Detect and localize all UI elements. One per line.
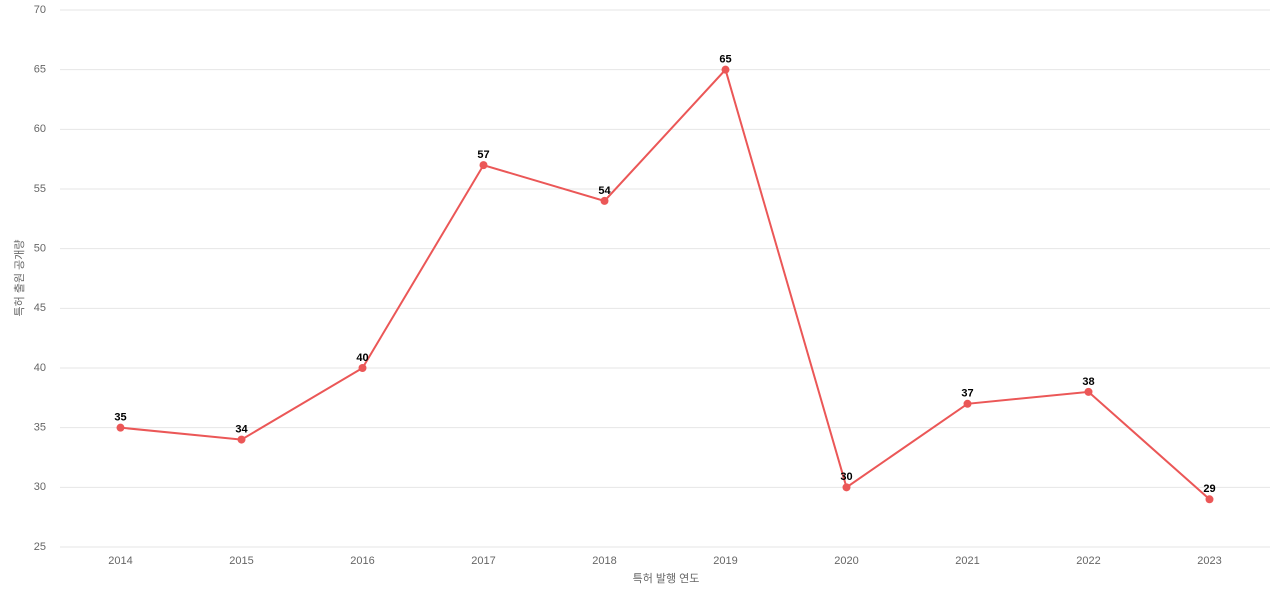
point xyxy=(116,423,125,432)
point xyxy=(721,65,730,74)
y-tick-label: 55 xyxy=(34,183,46,195)
x-tick-label: 2018 xyxy=(592,555,616,567)
y-axis-title: 특허 출원 공개량 xyxy=(13,240,26,317)
x-axis-title: 특허 발행 연도 xyxy=(633,572,700,585)
point xyxy=(479,161,488,170)
y-tick-label: 50 xyxy=(34,243,46,255)
value-label: 38 xyxy=(1082,376,1094,388)
point xyxy=(358,364,367,372)
value-label: 35 xyxy=(114,412,126,424)
point xyxy=(1205,495,1214,504)
x-tick-label: 2021 xyxy=(955,555,979,567)
value-label: 65 xyxy=(719,54,731,66)
value-label: 57 xyxy=(477,149,489,161)
y-tick-label: 40 xyxy=(34,362,46,374)
value-label: 30 xyxy=(840,471,852,483)
y-tick-label: 25 xyxy=(34,541,46,553)
x-tick-label: 2019 xyxy=(713,555,737,567)
x-tick-label: 2014 xyxy=(108,555,132,567)
value-label: 29 xyxy=(1203,483,1215,495)
y-tick-label: 70 xyxy=(34,4,46,16)
y-tick-label: 60 xyxy=(34,123,46,135)
line xyxy=(120,67,1211,501)
x-tick-label: 2023 xyxy=(1197,555,1221,567)
y-tick-label: 35 xyxy=(34,422,46,434)
point xyxy=(600,196,609,205)
y-tick-label: 45 xyxy=(34,302,46,314)
x-tick-label: 2016 xyxy=(350,555,374,567)
y-tick-label: 30 xyxy=(34,481,46,493)
x-tick-label: 2022 xyxy=(1076,555,1100,567)
value-label: 37 xyxy=(961,388,973,400)
value-label: 54 xyxy=(598,185,611,197)
point xyxy=(842,483,851,492)
point xyxy=(237,435,246,444)
value-label: 34 xyxy=(235,424,248,436)
y-tick-label: 65 xyxy=(34,64,46,76)
point xyxy=(963,399,972,408)
point xyxy=(1084,387,1093,396)
x-tick-label: 2017 xyxy=(471,555,495,567)
value-label: 40 xyxy=(356,352,368,364)
x-tick-label: 2020 xyxy=(834,555,858,567)
x-tick-label: 2015 xyxy=(229,555,253,567)
